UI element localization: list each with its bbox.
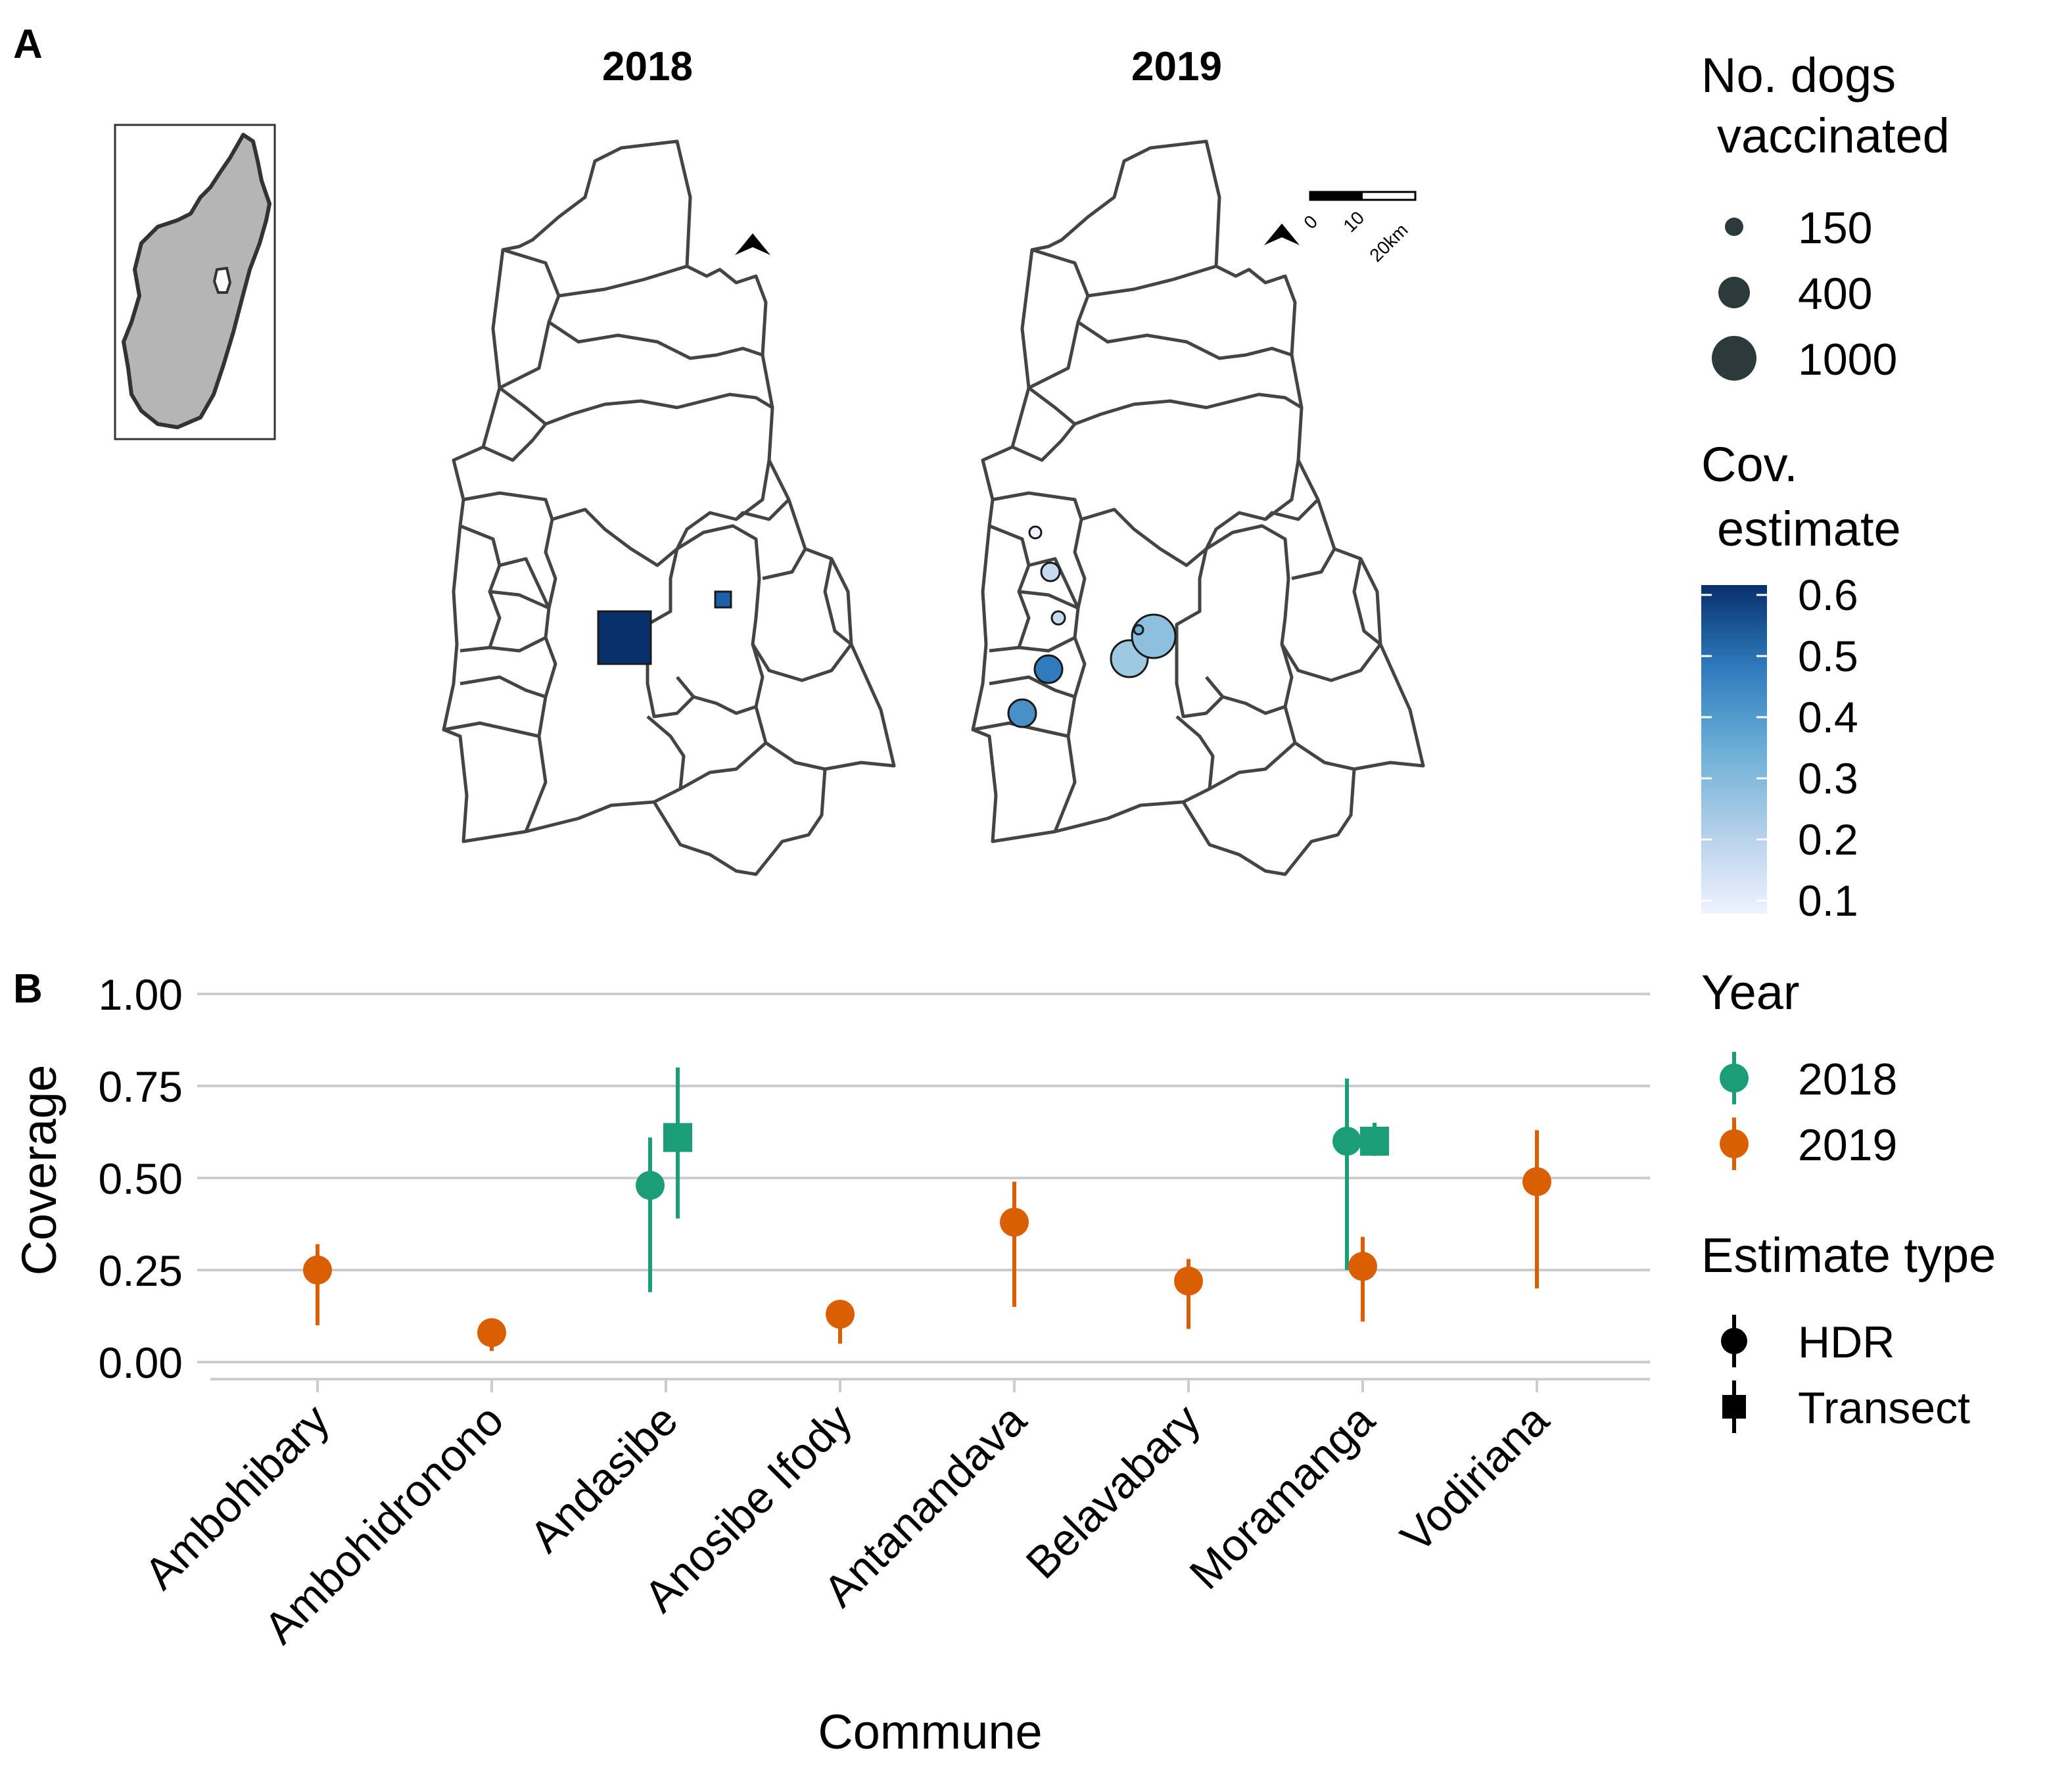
color-legend-tick: 0.5: [1798, 632, 1858, 680]
hdr-point: [1174, 1266, 1203, 1296]
type-legend-key-hdr: [1721, 1328, 1747, 1354]
year-legend-title: Year: [1701, 965, 1800, 1020]
panel-b-label: B: [13, 966, 43, 1012]
hdr-point: [1348, 1252, 1377, 1281]
hdr-point: [636, 1171, 665, 1200]
y-tick-label: 0.25: [99, 1246, 183, 1295]
madagascar-outline: [122, 133, 271, 429]
hdr-point: [826, 1300, 855, 1329]
y-axis-label: Coverage: [12, 1065, 66, 1276]
color-legend-tick: 0.3: [1798, 754, 1858, 803]
transect-marker-andasibe-2018: [597, 610, 652, 665]
hdr-marker: [1007, 698, 1037, 728]
y-tick-label: 0.50: [99, 1154, 183, 1203]
type-legend-label: HDR: [1798, 1317, 1895, 1367]
x-ticks: [316, 1379, 1538, 1392]
y-tick-label: 1.00: [99, 970, 183, 1019]
x-tick-label: Moramanga: [1180, 1395, 1384, 1599]
size-legend-label: 150: [1798, 203, 1872, 253]
transect-marker-moramanga-2018: [714, 590, 732, 609]
map-2019: [973, 141, 1423, 874]
hdr-point: [1522, 1167, 1551, 1196]
madagascar-inset: [114, 124, 276, 440]
hdr-point: [477, 1318, 506, 1348]
color-legend-tick: 0.1: [1798, 876, 1858, 925]
year-legend-key-2018: [1720, 1064, 1749, 1093]
hdr-marker: [1131, 613, 1177, 659]
hdr-marker: [1033, 654, 1064, 684]
size-legend-key: [1725, 218, 1743, 236]
map-title-2018: 2018: [602, 44, 693, 89]
x-tick-label: Belavabary: [1016, 1395, 1210, 1588]
hdr-point: [1332, 1127, 1361, 1156]
hdr-marker: [1040, 561, 1061, 582]
scale-tick-label: 20km: [1365, 220, 1411, 266]
type-legend-key-transect: [1722, 1395, 1746, 1419]
color-legend-bar: [1701, 585, 1767, 914]
coverage-plot: 1.00 0.75 0.50 0.25 0.00 AmbohibaryAmbohidro…: [12, 970, 1650, 1759]
size-legend-key: [1718, 277, 1750, 308]
year-legend: Year 2018 2019: [1701, 965, 1897, 1170]
year-legend-label: 2018: [1798, 1054, 1897, 1104]
hdr-marker: [1050, 610, 1066, 626]
type-legend-title: Estimate type: [1701, 1228, 1996, 1283]
scale-tick-label: 10: [1339, 207, 1368, 236]
map-2018: [444, 141, 894, 874]
hdr-point: [303, 1256, 332, 1284]
size-legend-key: [1712, 336, 1756, 381]
size-legend-label: 1000: [1798, 335, 1897, 385]
year-legend-label: 2019: [1798, 1120, 1897, 1170]
size-legend-label: 400: [1798, 269, 1872, 319]
panel-a-label: A: [13, 22, 43, 67]
color-legend-title: Cov.: [1701, 437, 1798, 492]
color-legend-tick: 0.2: [1798, 815, 1858, 864]
color-legend-tick: 0.6: [1798, 571, 1858, 619]
hdr-marker: [1133, 624, 1144, 636]
transect-point: [1360, 1127, 1389, 1156]
scale-tick-label: 0: [1300, 211, 1321, 233]
year-legend-key-2019: [1720, 1129, 1749, 1158]
color-legend-tick: 0.4: [1798, 693, 1858, 742]
color-legend-title: estimate: [1717, 502, 1901, 556]
data-points: [303, 1068, 1551, 1352]
scale-bar: 0 10 20km: [1300, 191, 1417, 266]
gridlines: [197, 993, 1650, 1363]
map-2019-markers: [1007, 224, 1300, 728]
y-tick-labels: 1.00 0.75 0.50 0.25 0.00: [99, 970, 183, 1387]
hdr-point: [1000, 1208, 1029, 1237]
type-legend-label: Transect: [1798, 1383, 1970, 1433]
north-arrow-icon: [735, 233, 770, 255]
y-tick-label: 0.75: [99, 1062, 183, 1111]
size-legend: No. dogs vaccinated 150 400 1000: [1701, 48, 1950, 385]
x-tick-label: Vodiriana: [1391, 1395, 1558, 1562]
x-tick-label: Andasibe: [520, 1395, 687, 1562]
transect-point: [663, 1123, 692, 1152]
size-legend-title: No. dogs: [1701, 48, 1896, 103]
type-legend: Estimate type HDR Transect: [1701, 1228, 1996, 1433]
size-legend-title: vaccinated: [1717, 108, 1950, 163]
north-arrow-icon: [1264, 224, 1300, 245]
hdr-marker: [1028, 525, 1043, 540]
color-legend: Cov. estimate 0.6 0.5 0.4 0.3 0.2 0.1: [1701, 437, 1901, 925]
y-tick-label: 0.00: [99, 1338, 183, 1387]
map-title-2019: 2019: [1131, 44, 1222, 89]
x-axis-label: Commune: [818, 1705, 1042, 1759]
